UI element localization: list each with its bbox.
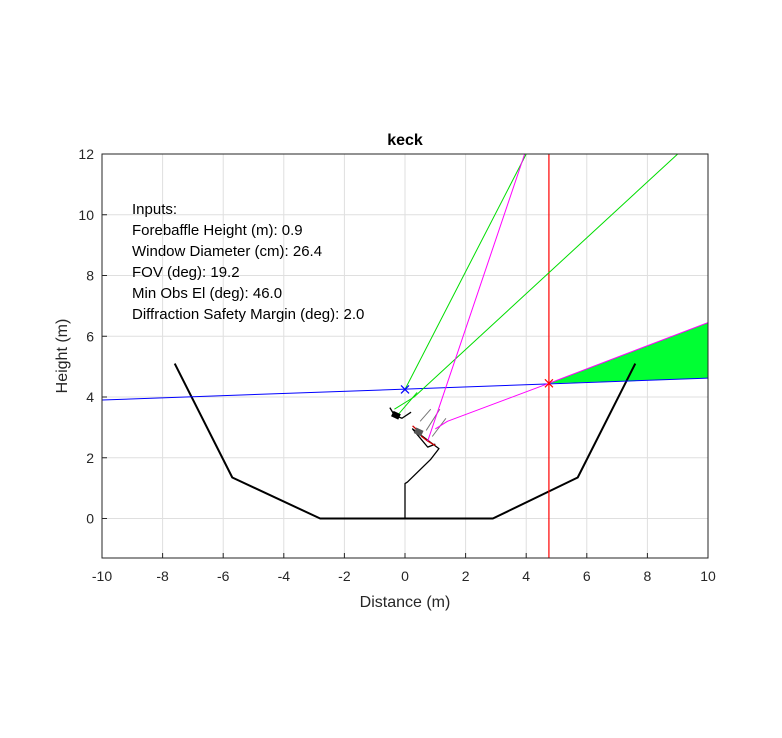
inputs-header: Inputs: bbox=[132, 201, 177, 218]
series-fov-green-3 bbox=[398, 392, 418, 415]
y-tick-label-1: 2 bbox=[86, 450, 94, 466]
x-tick-label-9: 8 bbox=[644, 568, 652, 584]
x-tick-label-0: -10 bbox=[92, 568, 112, 584]
x-tick-label-6: 2 bbox=[462, 568, 470, 584]
y-axis-label: Height (m) bbox=[54, 319, 71, 394]
plot-area bbox=[102, 154, 708, 558]
inputs-line-min-obs-el: Min Obs El (deg): 46.0 bbox=[132, 285, 282, 302]
inputs-line-forebaffle: Forebaffle Height (m): 0.9 bbox=[132, 222, 303, 239]
series-rays-magenta-2 bbox=[435, 322, 708, 430]
x-tick-label-1: -8 bbox=[156, 568, 169, 584]
x-tick-label-4: -2 bbox=[338, 568, 351, 584]
x-tick-label-7: 4 bbox=[522, 568, 530, 584]
y-tick-label-0: 0 bbox=[86, 511, 94, 527]
y-tick-label-5: 10 bbox=[78, 207, 94, 223]
secondary-block bbox=[391, 410, 401, 420]
x-axis-label: Distance (m) bbox=[360, 594, 451, 611]
x-tick-label-5: 0 bbox=[401, 568, 409, 584]
series-enclosure bbox=[173, 363, 637, 520]
y-tick-label-2: 4 bbox=[86, 389, 94, 405]
series-rays-magenta-1 bbox=[427, 154, 526, 442]
inputs-line-window: Window Diameter (cm): 26.4 bbox=[132, 243, 322, 260]
x-tick-label-3: -4 bbox=[278, 568, 291, 584]
window-center-marker bbox=[400, 384, 410, 394]
inputs-line-fov: FOV (deg): 19.2 bbox=[132, 264, 240, 281]
y-tick-label-6: 12 bbox=[78, 146, 94, 162]
baffle-intersection-marker bbox=[544, 378, 554, 388]
x-tick-label-10: 10 bbox=[700, 568, 716, 584]
series-telescope-mount bbox=[404, 428, 440, 519]
series-fov-green-2 bbox=[394, 154, 679, 410]
x-tick-label-2: -6 bbox=[217, 568, 230, 584]
camera-block bbox=[413, 427, 424, 437]
y-tick-label-4: 8 bbox=[86, 268, 94, 284]
ticks: -10 -8 -6 -4 -2 0 2 4 6 8 10 0 2 4 6 8 10 12 bbox=[78, 146, 716, 584]
x-tick-label-8: 6 bbox=[583, 568, 591, 584]
y-tick-label-3: 6 bbox=[86, 328, 94, 344]
series-fov-green-1 bbox=[404, 154, 527, 390]
inputs-annotation: Inputs: Forebaffle Height (m): 0.9 Windo… bbox=[132, 201, 364, 323]
inputs-line-diffraction: Diffraction Safety Margin (deg): 2.0 bbox=[132, 306, 364, 323]
chart-title: keck bbox=[387, 132, 423, 149]
